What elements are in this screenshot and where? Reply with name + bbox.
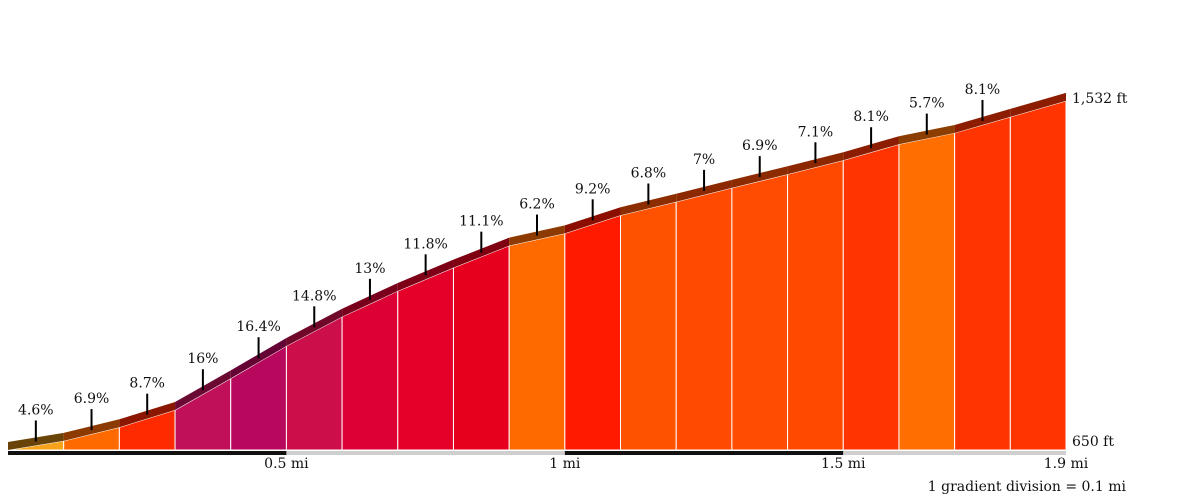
grade-label-15: 7.1% [798,124,834,140]
distance-axis-bar-2 [286,451,565,455]
profile-segment-11 [564,214,622,451]
profile-top-band-17 [898,124,955,145]
grade-label-6: 14.8% [292,288,336,304]
grade-label-16: 8.1% [853,109,889,125]
gradient-division-note: 1 gradient division = 0.1 mi [928,479,1127,495]
grade-label-3: 8.7% [129,376,165,392]
distance-tick-label-3: 1.5 mi [821,456,866,472]
grade-label-18: 8.1% [965,82,1001,98]
distance-axis-group: 0.5 mi 1 mi 1.5 mi 1.9 mi [8,451,1089,472]
profile-segment-13 [675,187,733,451]
profile-segment-14 [731,173,789,451]
grade-label-11: 9.2% [575,181,611,197]
max-elevation-label: 1,532 ft [1072,91,1128,107]
min-elevation-label: 650 ft [1072,434,1114,450]
grade-label-2: 6.9% [74,391,110,407]
grade-label-1: 4.6% [18,402,54,418]
profile-segment-12 [620,201,677,451]
profile-segment-10 [508,232,566,451]
grade-label-7: 13% [354,261,385,277]
distance-axis-bar-1 [8,451,287,455]
grade-label-12: 6.8% [631,165,667,181]
profile-segment-19 [1009,100,1067,451]
distance-tick-label-2: 1 mi [549,456,581,472]
profile-segment-9 [452,244,510,451]
grade-label-14: 6.9% [742,138,778,154]
distance-axis-bar-4 [843,451,1066,455]
grade-label-17: 5.7% [909,96,945,112]
profile-segment-8 [397,266,454,451]
grade-label-8: 11.8% [403,236,447,252]
profile-top-band-16 [843,136,899,161]
profile-segment-7 [341,290,399,451]
grade-tick-group: 4.6% 6.9% 8.7% 16% 16.4% 14.8% 13% 11.8% 11.1% 6.… [18,82,1000,442]
distance-axis-bar-3 [564,451,844,455]
profile-segment-15 [787,159,844,451]
grade-label-5: 16.4% [236,319,280,335]
profile-segment-18 [954,116,1011,451]
profile-fill-group [7,100,1067,451]
distance-tick-label-1: 0.5 mi [264,456,309,472]
label-group: 1,532 ft 650 ft 1 gradient division = 0.… [928,91,1128,495]
profile-segment-16 [842,143,900,451]
grade-label-10: 6.2% [519,197,555,213]
grade-label-13: 7% [693,152,715,168]
profile-segment-17 [898,132,956,451]
profile-top-band-19 [1010,92,1066,117]
distance-tick-label-4: 1.9 mi [1044,456,1089,472]
profile-top-band-8 [397,259,454,291]
grade-label-4: 16% [187,351,218,367]
grade-label-9: 11.1% [459,214,503,230]
